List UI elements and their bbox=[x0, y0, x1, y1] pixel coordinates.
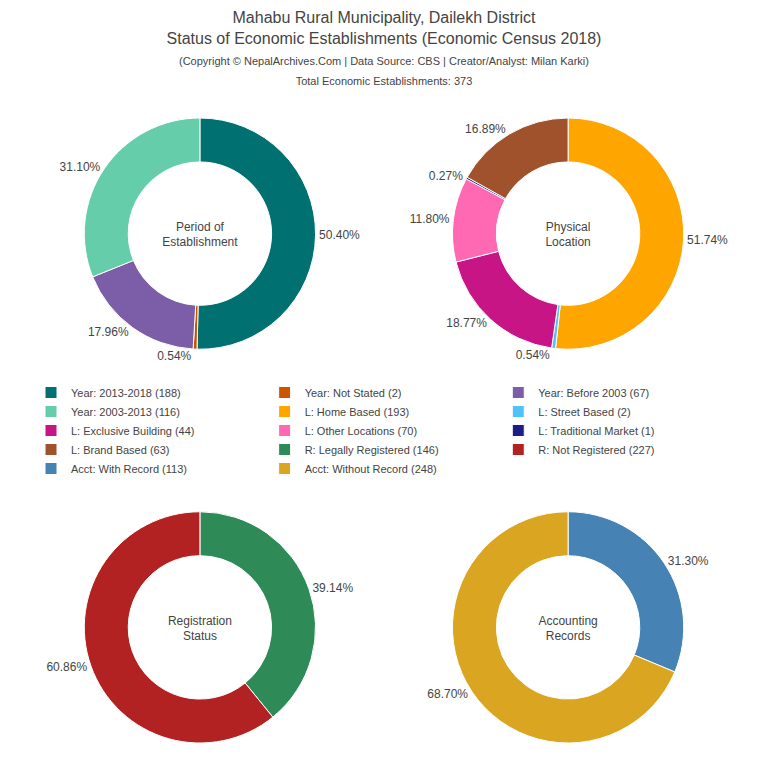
svg-text:AccountingRecords: AccountingRecords bbox=[538, 614, 597, 644]
svg-text:L: Traditional Market (1): L: Traditional Market (1) bbox=[538, 425, 654, 437]
svg-text:Acct: Without Record (248): Acct: Without Record (248) bbox=[305, 463, 437, 475]
svg-text:51.74%: 51.74% bbox=[687, 233, 728, 247]
svg-text:39.14%: 39.14% bbox=[312, 581, 353, 595]
svg-text:68.70%: 68.70% bbox=[427, 687, 468, 701]
svg-text:L: Brand Based (63): L: Brand Based (63) bbox=[71, 444, 169, 456]
svg-text:16.89%: 16.89% bbox=[465, 122, 506, 136]
svg-text:RegistrationStatus: RegistrationStatus bbox=[168, 614, 232, 644]
svg-text:17.96%: 17.96% bbox=[88, 325, 129, 339]
svg-text:L: Other Locations (70): L: Other Locations (70) bbox=[305, 425, 418, 437]
svg-text:L: Street Based (2): L: Street Based (2) bbox=[538, 406, 630, 418]
svg-text:Year: Before 2003 (67): Year: Before 2003 (67) bbox=[538, 387, 649, 399]
svg-text:L: Exclusive Building (44): L: Exclusive Building (44) bbox=[71, 425, 195, 437]
svg-text:R: Legally Registered (146): R: Legally Registered (146) bbox=[305, 444, 439, 456]
svg-text:Period ofEstablishment: Period ofEstablishment bbox=[162, 220, 238, 250]
svg-text:50.40%: 50.40% bbox=[319, 228, 360, 242]
svg-text:0.27%: 0.27% bbox=[429, 169, 463, 183]
svg-text:R: Not Registered (227): R: Not Registered (227) bbox=[538, 444, 654, 456]
svg-text:PhysicalLocation: PhysicalLocation bbox=[545, 220, 590, 250]
svg-text:L: Home Based (193): L: Home Based (193) bbox=[305, 406, 410, 418]
svg-text:0.54%: 0.54% bbox=[157, 349, 191, 363]
svg-text:Year: 2013-2018 (188): Year: 2013-2018 (188) bbox=[71, 387, 181, 399]
svg-text:Mahabu Rural Municipality, Dai: Mahabu Rural Municipality, Dailekh Distr… bbox=[167, 9, 602, 87]
svg-text:Year: Not Stated (2): Year: Not Stated (2) bbox=[305, 387, 402, 399]
svg-text:Year: 2003-2013 (116): Year: 2003-2013 (116) bbox=[71, 406, 180, 418]
svg-text:31.30%: 31.30% bbox=[668, 554, 709, 568]
svg-text:31.10%: 31.10% bbox=[60, 160, 101, 174]
svg-text:11.80%: 11.80% bbox=[410, 212, 450, 226]
svg-text:Acct: With Record (113): Acct: With Record (113) bbox=[71, 463, 187, 475]
svg-text:18.77%: 18.77% bbox=[446, 316, 487, 330]
svg-text:60.86%: 60.86% bbox=[46, 660, 87, 674]
svg-text:0.54%: 0.54% bbox=[516, 348, 550, 362]
